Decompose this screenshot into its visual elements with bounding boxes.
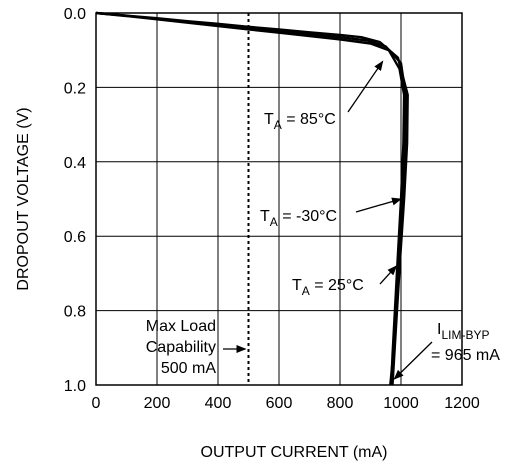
annotation-arrow-3 (379, 265, 398, 285)
x-tick-label: 800 (327, 395, 354, 412)
x-tick-label: 600 (266, 395, 293, 412)
x-tick-label: 0 (92, 395, 101, 412)
x-tick-label: 200 (144, 395, 171, 412)
y-tick-label: 1.0 (64, 378, 86, 395)
max-load-label-line3: 500 mA (161, 360, 216, 377)
x-tick-labels: 0 200 400 600 800 1000 1200 (92, 395, 480, 412)
annotation-arrow-1 (347, 60, 384, 113)
y-axis-title: DROPOUT VOLTAGE (V) (15, 107, 32, 290)
label-ta-25c: TA = 25°C (292, 277, 364, 298)
y-tick-label: 0.2 (64, 80, 86, 97)
label-ilim-byp: ILIM-BYP (437, 321, 489, 342)
annotation-arrows (223, 60, 433, 380)
label-ta-minus30c: TA = -30°C (260, 208, 337, 229)
annotation-arrow-2 (355, 197, 402, 213)
series-line-0 (95, 11, 406, 386)
plot-frame (95, 12, 463, 386)
y-tick-label: 0.8 (64, 304, 86, 321)
label-ilim-byp-value: = 965 mA (431, 347, 500, 364)
series-lines (95, 11, 409, 386)
y-tick-label: 0.6 (64, 229, 86, 246)
y-tick-label: 0.0 (64, 6, 86, 23)
max-load-label-line1: Max Load (146, 318, 216, 335)
y-tick-label: 0.4 (64, 155, 86, 172)
x-tick-label: 1200 (444, 395, 480, 412)
label-ta-85c: TA = 85°C (264, 111, 336, 132)
max-load-label-line2: Capability (146, 339, 216, 356)
annotation-arrow-4 (393, 341, 433, 380)
series-line-2 (95, 11, 407, 386)
series-line-1 (95, 11, 409, 386)
x-tick-label: 1000 (383, 395, 419, 412)
x-axis-title: OUTPUT CURRENT (mA) (201, 444, 388, 461)
y-tick-labels: 0.0 0.2 0.4 0.6 0.8 1.0 (64, 6, 86, 395)
x-tick-label: 400 (205, 395, 232, 412)
